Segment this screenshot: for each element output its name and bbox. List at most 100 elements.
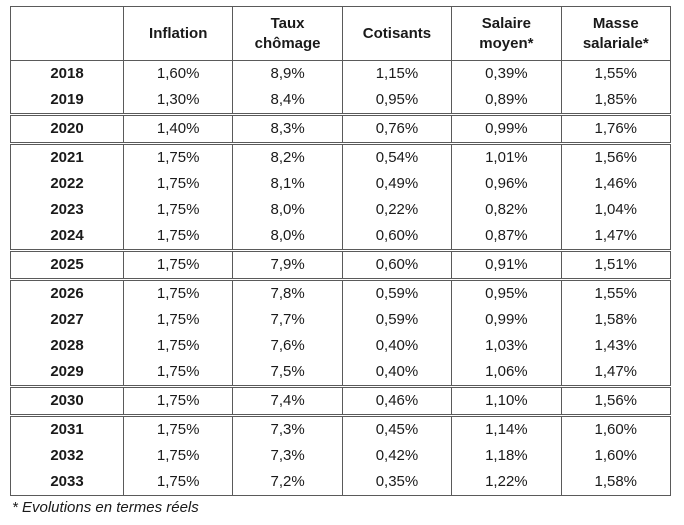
taux-chomage-cell: 7,2% (232, 469, 343, 496)
year-cell: 2028 (10, 333, 124, 359)
salaire-moyen-cell: 1,01% (451, 142, 562, 171)
taux-chomage-cell: 7,8% (232, 278, 343, 307)
masse-salariale-cell: 1,76% (560, 113, 671, 144)
document-sheet: Inflation Taux chômage Cotisants Salaire… (10, 6, 671, 516)
year-cell: 2030 (10, 385, 124, 416)
salaire-moyen-cell: 1,10% (451, 385, 562, 416)
masse-salariale-cell: 1,55% (560, 278, 671, 307)
salaire-moyen-cell: 0,96% (451, 171, 562, 197)
masse-salariale-cell: 1,85% (560, 87, 671, 115)
year-cell: 2025 (10, 249, 124, 280)
taux-chomage-cell: 7,9% (232, 249, 343, 280)
masse-salariale-cell: 1,56% (560, 142, 671, 171)
salaire-moyen-cell: 0,99% (451, 113, 562, 144)
header-row: Inflation Taux chômage Cotisants Salaire… (10, 6, 671, 61)
cotisants-cell: 0,76% (341, 113, 453, 144)
table-row: 2026 1,75% 7,8% 0,59% 0,95% 1,55% (10, 278, 671, 307)
taux-chomage-cell: 8,2% (232, 142, 343, 171)
cotisants-cell: 0,60% (341, 249, 453, 280)
inflation-cell: 1,75% (122, 223, 234, 251)
taux-chomage-cell: 8,9% (232, 60, 343, 87)
cotisants-cell: 0,60% (341, 223, 453, 251)
salaire-moyen-cell: 1,18% (451, 443, 562, 469)
table-row: 2031 1,75% 7,3% 0,45% 1,14% 1,60% (10, 414, 671, 443)
masse-salariale-cell: 1,47% (560, 223, 671, 251)
table-row: 2020 1,40% 8,3% 0,76% 0,99% 1,76% (10, 113, 671, 144)
salaire-moyen-cell: 1,03% (451, 333, 562, 359)
taux-chomage-cell: 7,7% (232, 307, 343, 333)
inflation-cell: 1,75% (122, 197, 234, 223)
taux-chomage-cell: 7,5% (232, 359, 343, 387)
taux-chomage-cell: 8,3% (232, 113, 343, 144)
table-row: 2021 1,75% 8,2% 0,54% 1,01% 1,56% (10, 142, 671, 171)
inflation-cell: 1,75% (122, 171, 234, 197)
masse-salariale-cell: 1,60% (560, 414, 671, 443)
year-cell: 2027 (10, 307, 124, 333)
inflation-cell: 1,75% (122, 469, 234, 496)
year-cell: 2031 (10, 414, 124, 443)
masse-salariale-cell: 1,04% (560, 197, 671, 223)
cotisants-cell: 0,95% (341, 87, 453, 115)
taux-chomage-cell: 8,0% (232, 223, 343, 251)
year-cell: 2026 (10, 278, 124, 307)
taux-chomage-cell: 7,3% (232, 443, 343, 469)
projection-table: Inflation Taux chômage Cotisants Salaire… (10, 6, 671, 496)
salaire-moyen-cell: 0,99% (451, 307, 562, 333)
inflation-cell: 1,40% (122, 113, 234, 144)
salaire-moyen-cell: 1,22% (451, 469, 562, 496)
masse-salariale-cell: 1,47% (560, 359, 671, 387)
table-row: 2030 1,75% 7,4% 0,46% 1,10% 1,56% (10, 385, 671, 416)
table-row: 2022 1,75% 8,1% 0,49% 0,96% 1,46% (10, 171, 671, 197)
cotisants-cell: 0,46% (341, 385, 453, 416)
table-row: 2033 1,75% 7,2% 0,35% 1,22% 1,58% (10, 469, 671, 496)
inflation-cell: 1,75% (122, 333, 234, 359)
masse-salariale-cell: 1,51% (560, 249, 671, 280)
taux-chomage-cell: 8,1% (232, 171, 343, 197)
masse-salariale-cell: 1,60% (560, 443, 671, 469)
year-cell: 2032 (10, 443, 124, 469)
cotisants-cell: 0,22% (341, 197, 453, 223)
taux-chomage-cell: 7,6% (232, 333, 343, 359)
year-cell: 2020 (10, 113, 124, 144)
salaire-moyen-cell: 0,39% (451, 60, 562, 87)
cotisants-cell: 1,15% (341, 60, 453, 87)
masse-salariale-cell: 1,46% (560, 171, 671, 197)
table-row: 2032 1,75% 7,3% 0,42% 1,18% 1,60% (10, 443, 671, 469)
inflation-cell: 1,75% (122, 414, 234, 443)
year-cell: 2018 (10, 60, 124, 87)
inflation-cell: 1,60% (122, 60, 234, 87)
salaire-moyen-cell: 1,06% (451, 359, 562, 387)
taux-chomage-cell: 8,4% (232, 87, 343, 115)
masse-salariale-cell: 1,43% (560, 333, 671, 359)
salaire-moyen-cell: 0,89% (451, 87, 562, 115)
inflation-cell: 1,75% (122, 359, 234, 387)
table-row: 2024 1,75% 8,0% 0,60% 0,87% 1,47% (10, 223, 671, 251)
year-cell: 2022 (10, 171, 124, 197)
table-row: 2028 1,75% 7,6% 0,40% 1,03% 1,43% (10, 333, 671, 359)
taux-chomage-cell: 7,4% (232, 385, 343, 416)
header-inflation: Inflation (122, 6, 234, 61)
table-row: 2018 1,60% 8,9% 1,15% 0,39% 1,55% (10, 60, 671, 87)
masse-salariale-cell: 1,58% (560, 307, 671, 333)
taux-chomage-cell: 7,3% (232, 414, 343, 443)
header-cotisants: Cotisants (341, 6, 453, 61)
header-masse-salariale: Masse salariale* (560, 6, 671, 61)
cotisants-cell: 0,59% (341, 307, 453, 333)
salaire-moyen-cell: 0,95% (451, 278, 562, 307)
header-year (10, 6, 124, 61)
table-row: 2023 1,75% 8,0% 0,22% 0,82% 1,04% (10, 197, 671, 223)
masse-salariale-cell: 1,58% (560, 469, 671, 496)
cotisants-cell: 0,45% (341, 414, 453, 443)
inflation-cell: 1,30% (122, 87, 234, 115)
inflation-cell: 1,75% (122, 142, 234, 171)
year-cell: 2023 (10, 197, 124, 223)
year-cell: 2021 (10, 142, 124, 171)
table-row: 2025 1,75% 7,9% 0,60% 0,91% 1,51% (10, 249, 671, 280)
inflation-cell: 1,75% (122, 249, 234, 280)
salaire-moyen-cell: 0,82% (451, 197, 562, 223)
inflation-cell: 1,75% (122, 278, 234, 307)
salaire-moyen-cell: 0,91% (451, 249, 562, 280)
cotisants-cell: 0,35% (341, 469, 453, 496)
inflation-cell: 1,75% (122, 443, 234, 469)
taux-chomage-cell: 8,0% (232, 197, 343, 223)
